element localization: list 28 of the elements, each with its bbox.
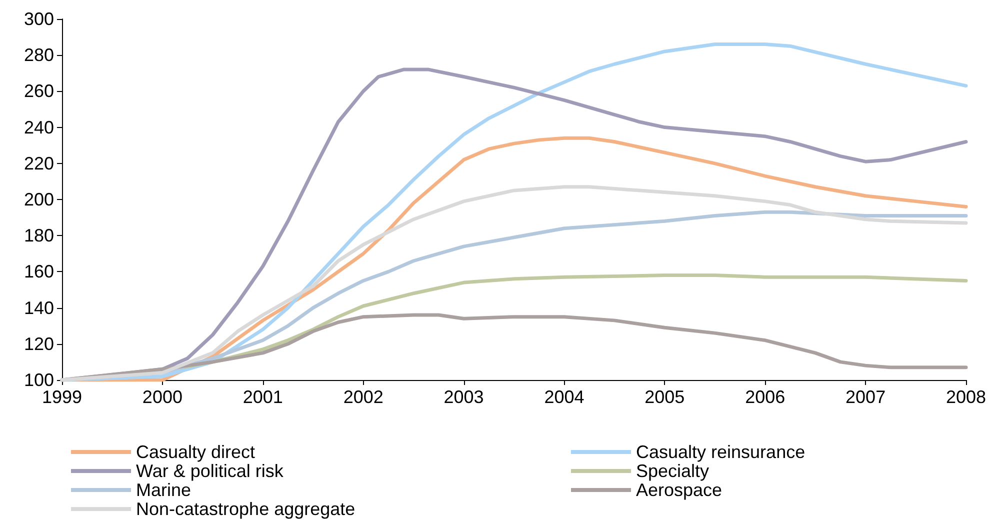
x-tick-label: 2001 [242, 387, 283, 407]
y-tick-label: 180 [24, 226, 54, 246]
x-tick-label: 2006 [745, 387, 786, 407]
x-tick-label: 2008 [946, 387, 986, 407]
x-tick-label: 2003 [444, 387, 484, 407]
y-tick-label: 260 [24, 81, 54, 102]
legend-label: War & political risk [136, 461, 284, 481]
x-tick-label: 1999 [42, 387, 82, 407]
legend-label: Casualty reinsurance [636, 442, 806, 462]
y-tick-label: 100 [24, 370, 54, 390]
y-tick-label: 140 [24, 298, 54, 318]
legend-label: Casualty direct [136, 442, 256, 462]
y-tick-label: 160 [24, 262, 54, 282]
x-tick-label: 2005 [644, 387, 685, 407]
y-tick-label: 220 [24, 153, 54, 174]
y-tick-label: 280 [24, 45, 54, 66]
legend-label: Marine [136, 480, 192, 500]
legend-label: Aerospace [636, 480, 722, 500]
y-tick-label: 200 [24, 190, 54, 210]
y-tick-label: 240 [24, 117, 54, 138]
x-tick-label: 2004 [544, 387, 584, 407]
legend-label: Non-catastrophe aggregate [136, 499, 356, 519]
x-tick-label: 2007 [846, 387, 886, 407]
legend-label: Specialty [636, 461, 710, 481]
x-tick-label: 2000 [142, 387, 182, 407]
x-tick-label: 2002 [343, 387, 384, 407]
y-tick-label: 300 [24, 9, 54, 29]
y-tick-label: 120 [24, 334, 54, 354]
